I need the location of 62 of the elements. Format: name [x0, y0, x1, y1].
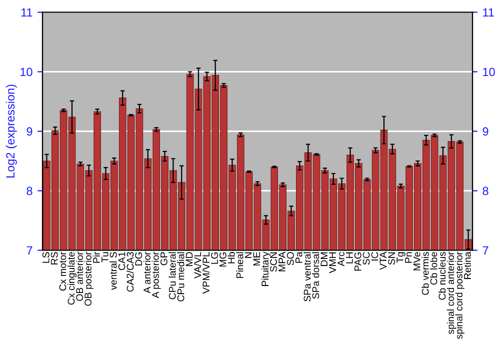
y-tick-label: 7	[26, 246, 32, 255]
x-tick-label: A anterior	[143, 252, 150, 294]
y-tick-label: 11	[21, 8, 32, 17]
x-tick-label: Tu	[102, 252, 108, 262]
x-tick-label: Cb nucleus	[438, 252, 446, 300]
x-tick-label: Cx cingulate	[67, 252, 77, 305]
x-tick-label: MPA	[278, 252, 286, 272]
x-tick-label: Pa	[295, 252, 302, 263]
x-tick-label: LG	[211, 252, 218, 264]
x-tick-label: DG	[135, 252, 142, 266]
x-tick-label: CPu medial	[177, 252, 184, 302]
x-tick-label: DM	[320, 252, 328, 266]
y-tick-label: 8	[26, 186, 32, 196]
x-tick-label: SO	[286, 252, 294, 266]
x-tick-label: LH	[346, 252, 353, 264]
x-tick-label: CA1	[118, 252, 126, 270]
x-tick-label: MVe	[414, 252, 420, 270]
y2-tick-label: 11	[483, 8, 494, 17]
y2-tick-label: 10	[483, 68, 495, 76]
x-tick-label: Hb	[228, 252, 235, 264]
y2-tick-label: 7	[482, 246, 488, 255]
x-tick-label: VTA	[380, 252, 386, 270]
x-tick-label: Pn	[405, 252, 412, 263]
x-tick-label: Pir	[92, 252, 100, 263]
x-tick-label: SN	[388, 252, 396, 265]
x-tick-label: VA/VL	[194, 252, 202, 278]
x-tick-label: MD	[186, 252, 193, 266]
x-tick-label: CA2/CA3	[126, 252, 134, 292]
y-tick-label: 10	[20, 68, 32, 76]
y-axis-title: Log2 (expression)	[6, 84, 17, 178]
x-tick-label: Cb vermis	[422, 252, 429, 295]
x-tick-label: N	[244, 252, 252, 258]
x-tick-label: CPu lateral	[168, 252, 176, 300]
x-tick-label: VPM/VPL	[202, 252, 210, 294]
y2-tick-label: 9	[482, 127, 488, 136]
x-tick-label: spinal cord anterior	[446, 252, 456, 334]
x-tick-label: Tg	[396, 252, 406, 263]
x-tick-label: LS	[42, 252, 50, 263]
x-tick-label: Retina	[464, 252, 471, 279]
x-tick-label: SPa dorsal	[312, 252, 320, 299]
x-tick-label: PAG	[354, 252, 362, 271]
x-tick-label: Arc	[338, 252, 344, 266]
x-tick-label: GP	[160, 252, 168, 266]
x-tick-label: OB anterior	[76, 252, 84, 301]
x-tick-label: ventral S	[110, 252, 117, 290]
x-tick-label: MG	[220, 252, 226, 266]
x-tick-label: SPa ventral	[304, 252, 311, 302]
x-tick-label: Pineal	[236, 252, 244, 278]
x-tick-label: VMH	[329, 252, 336, 274]
y-tick-label: 9	[26, 127, 32, 136]
x-tick-label: Cx motor	[59, 252, 66, 291]
x-tick-label: RS	[50, 252, 58, 264]
x-tick-label: Pituitary	[261, 252, 270, 286]
x-tick-label: ME	[253, 252, 260, 266]
x-tick-label: spinal cord posterior	[455, 252, 464, 339]
x-tick-label: Cb lobe	[430, 252, 438, 285]
y2-tick-label: 8	[482, 186, 488, 196]
x-tick-label: SCN	[270, 252, 277, 272]
x-tick-label: OB posterior	[84, 252, 94, 306]
x-tick-label: IC	[371, 252, 378, 260]
x-tick-label: SC	[362, 252, 370, 265]
x-tick-label: A posterior	[152, 252, 161, 298]
